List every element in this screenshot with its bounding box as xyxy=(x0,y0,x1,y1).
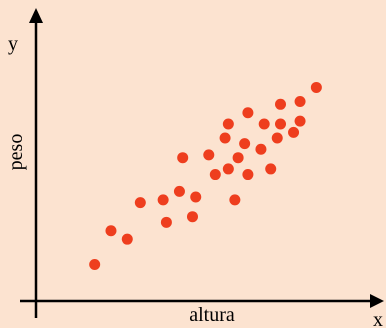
data-point xyxy=(288,126,300,138)
data-point xyxy=(219,132,231,144)
data-point xyxy=(222,118,234,130)
data-point xyxy=(229,194,241,206)
data-point xyxy=(89,258,101,270)
data-point xyxy=(294,95,306,107)
x-axis-label: altura xyxy=(189,304,235,326)
data-point xyxy=(275,98,286,110)
data-point xyxy=(134,197,146,209)
data-point xyxy=(271,132,283,144)
y-axis-arrow xyxy=(29,8,43,23)
data-point xyxy=(190,191,202,203)
data-point xyxy=(177,152,189,164)
data-point xyxy=(242,107,254,119)
data-point xyxy=(275,118,286,130)
y-axis-letter: y xyxy=(8,33,18,55)
data-point xyxy=(242,169,254,181)
data-point xyxy=(160,216,172,228)
x-axis-letter: x xyxy=(373,309,383,328)
data-point xyxy=(157,194,169,206)
data-point xyxy=(255,143,267,155)
data-point xyxy=(121,233,133,245)
data-point xyxy=(105,225,117,237)
data-point xyxy=(203,149,215,161)
data-point xyxy=(222,163,234,175)
data-point xyxy=(239,138,251,150)
data-point xyxy=(310,81,322,93)
data-point xyxy=(265,163,277,175)
data-point xyxy=(186,211,198,223)
data-point xyxy=(209,169,221,181)
x-axis-arrow xyxy=(370,294,384,308)
data-point xyxy=(258,118,270,130)
data-point xyxy=(232,152,244,164)
data-point xyxy=(173,185,185,197)
points-layer xyxy=(89,81,322,270)
y-axis-label: peso xyxy=(5,134,27,171)
data-point xyxy=(294,115,306,127)
